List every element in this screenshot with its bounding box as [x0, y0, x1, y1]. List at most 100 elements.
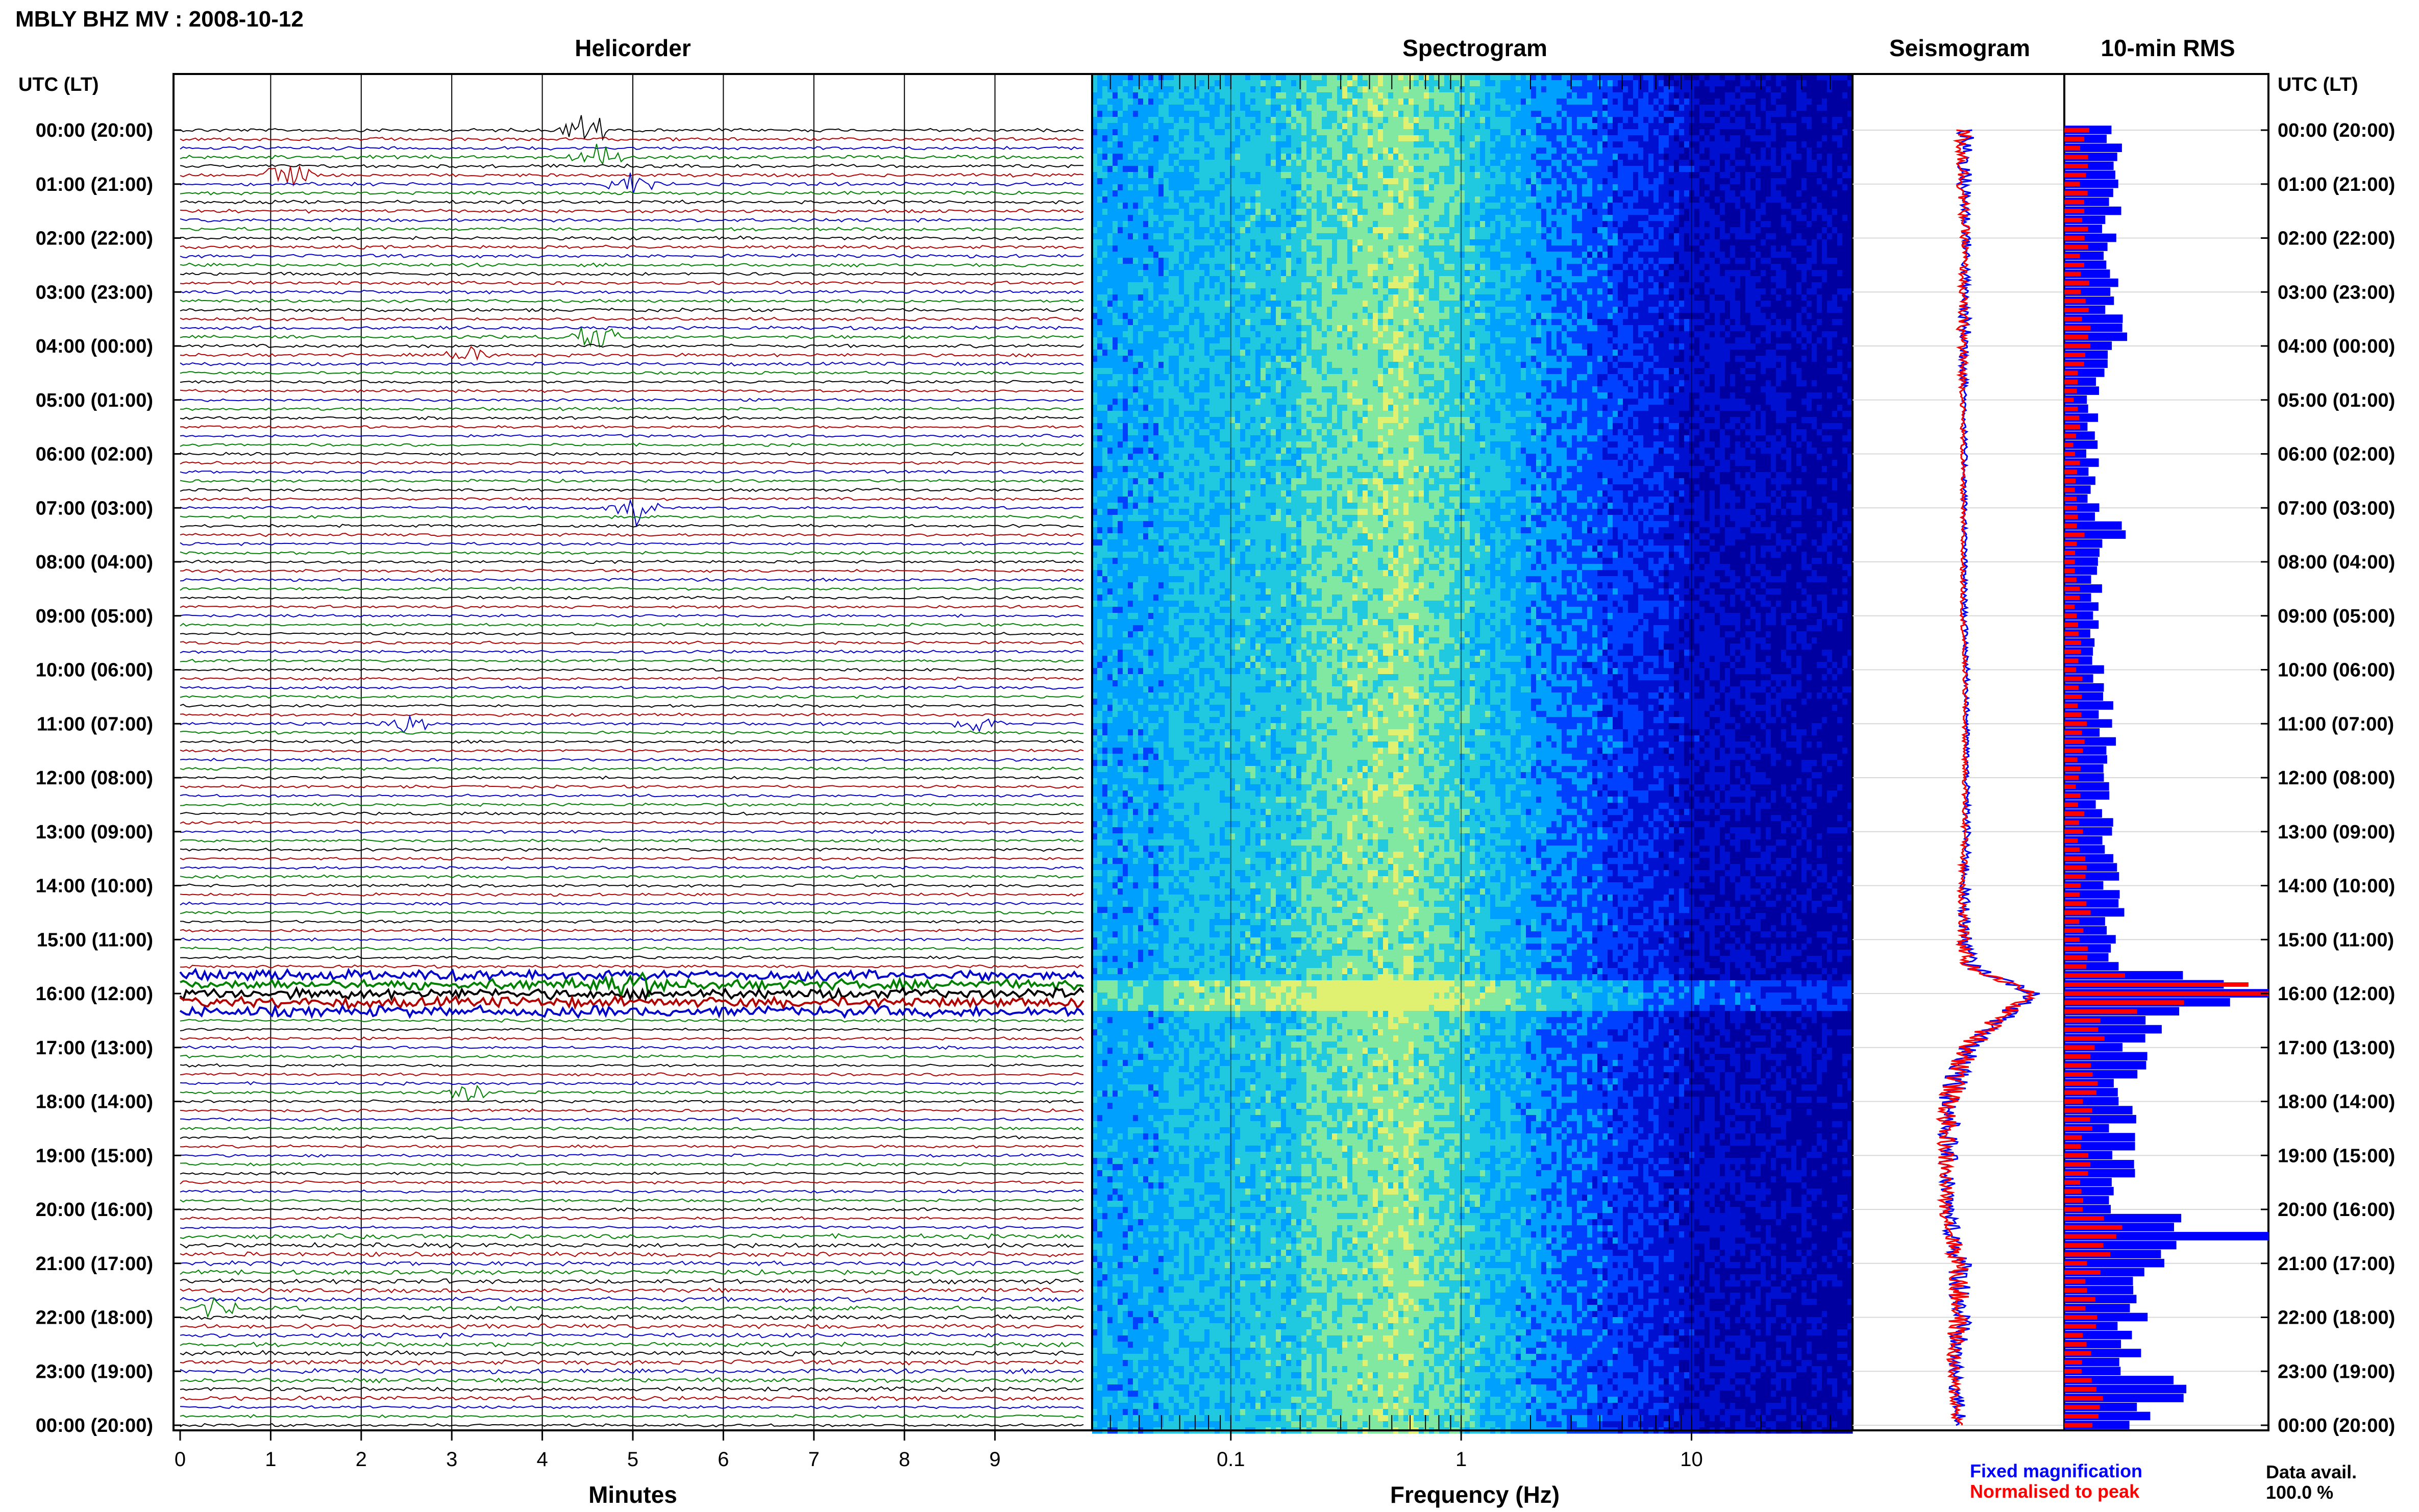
spectrogram-cell [1521, 80, 1526, 87]
helicorder-title: Helicorder [575, 35, 691, 61]
spectrogram-cell [1342, 98, 1348, 105]
spectrogram-cell [1653, 105, 1659, 111]
spectrogram-cell [1158, 92, 1164, 99]
spectrogram-cell [1485, 105, 1491, 111]
spectrogram-cell [1133, 80, 1139, 87]
spectrogram-cell [1822, 80, 1828, 87]
spectrogram-cell [1699, 86, 1705, 93]
spectrogram-cell [1409, 80, 1414, 87]
helicorder-panel [174, 74, 1092, 1430]
spectrogram-cell [1541, 105, 1547, 111]
spectrogram-cell [1153, 86, 1159, 93]
spectrogram-cell [1133, 92, 1139, 99]
spectrogram-cell [1107, 92, 1113, 99]
spectrogram-cell [1460, 92, 1465, 99]
spectrogram-cell [1419, 86, 1424, 93]
spectrogram-cell [1347, 86, 1353, 93]
spectrogram-cell [1720, 105, 1725, 111]
spectrogram-cell [1557, 86, 1562, 93]
spectrogram-cell [1097, 92, 1103, 99]
spectrogram-cell [1745, 86, 1751, 93]
spectrogram-cell [1715, 92, 1720, 99]
spectrogram-cell [1398, 98, 1404, 105]
spectrogram-cell [1388, 98, 1394, 105]
spectrogram-cell [1102, 105, 1108, 111]
spectrogram-cell [1199, 92, 1205, 99]
spectrogram-cell [1118, 86, 1123, 93]
spectrogram-cell [1102, 98, 1108, 105]
spectrogram-cell [1403, 92, 1409, 99]
spectrogram-cell [1240, 92, 1246, 99]
spectrogram-cell [1383, 86, 1389, 93]
spectrogram-cell [1546, 98, 1552, 105]
spectrogram-cell [1725, 80, 1731, 87]
spectrogram-cell [1761, 98, 1766, 105]
spectrogram-cell [1403, 86, 1409, 93]
spectrogram-cell [1694, 80, 1700, 87]
spectrogram-cell [1113, 80, 1118, 87]
spectrogram-cell [1766, 86, 1771, 93]
spectrogram-cell [1174, 98, 1179, 105]
spectrogram-cell [1664, 86, 1669, 93]
spectrogram-cell [1679, 80, 1685, 87]
spectrogram-cell [1730, 86, 1736, 93]
spectrogram-cell [1164, 98, 1169, 105]
spectrogram-cell [1592, 98, 1598, 105]
spectrogram-cell [1531, 86, 1537, 93]
spectrogram-cell [1245, 98, 1251, 105]
spectrogram-cell [1750, 105, 1756, 111]
spectrogram-cell [1735, 86, 1741, 93]
spectrogram-cell [1740, 92, 1746, 99]
spectrogram-cell [1602, 86, 1608, 93]
seismogram-title: Seismogram [1889, 35, 2030, 61]
spectrogram-cell [1388, 105, 1394, 111]
spectrogram-cell [1587, 92, 1593, 99]
spectrogram-cell [1235, 80, 1241, 87]
spectrogram-cell [1388, 86, 1394, 93]
spectrogram-cell [1255, 80, 1261, 87]
spectrogram-cell [1266, 98, 1271, 105]
spectrogram-cell [1225, 92, 1230, 99]
spectrogram-cell [1250, 105, 1256, 111]
spectrogram-cell [1500, 98, 1506, 105]
spectrogram-cell [1613, 86, 1618, 93]
spectrogram-cell [1582, 86, 1588, 93]
spectrogram-cell [1628, 80, 1634, 87]
spectrogram-cell [1628, 92, 1634, 99]
spectrogram-cell [1807, 86, 1812, 93]
spectrogram-cell [1261, 92, 1266, 99]
spectrogram-cell [1235, 98, 1241, 105]
spectrogram-cell [1123, 86, 1128, 93]
spectrogram-cell [1368, 105, 1373, 111]
spectrogram-cell [1710, 86, 1715, 93]
spectrogram-cell [1505, 98, 1511, 105]
spectrogram-cell [1633, 86, 1639, 93]
spectrogram-cell [1648, 105, 1654, 111]
spectrogram-cell [1291, 105, 1297, 111]
spectrogram-cell [1357, 105, 1363, 111]
spectrogram-cell [1812, 105, 1817, 111]
spectrogram-cell [1097, 86, 1103, 93]
spectrogram-cell [1245, 80, 1251, 87]
spectrogram-cell [1235, 92, 1241, 99]
spectrogram-cell [1378, 80, 1384, 87]
spectrogram-cell [1715, 105, 1720, 111]
spectrogram-cell [1347, 98, 1353, 105]
spectrogram-cell [1250, 86, 1256, 93]
spectrogram-cell [1342, 92, 1348, 99]
spectrogram-cell [1097, 105, 1103, 111]
spectrogram-cell [1240, 105, 1246, 111]
spectrogram-cell [1378, 105, 1384, 111]
spectrogram-cell [1454, 105, 1460, 111]
spectrogram-cell [1174, 92, 1179, 99]
spectrogram-cell [1674, 98, 1680, 105]
spectrogram-cell [1750, 86, 1756, 93]
spectrogram-cell [1296, 105, 1302, 111]
spectrogram-cell [1495, 86, 1501, 93]
spectrogram-cell [1608, 105, 1613, 111]
spectrogram-cell [1592, 92, 1598, 99]
spectrogram-cell [1194, 92, 1200, 99]
spectrogram-cell [1337, 86, 1343, 93]
spectrogram-cell [1357, 98, 1363, 105]
spectrogram-cell [1383, 92, 1389, 99]
